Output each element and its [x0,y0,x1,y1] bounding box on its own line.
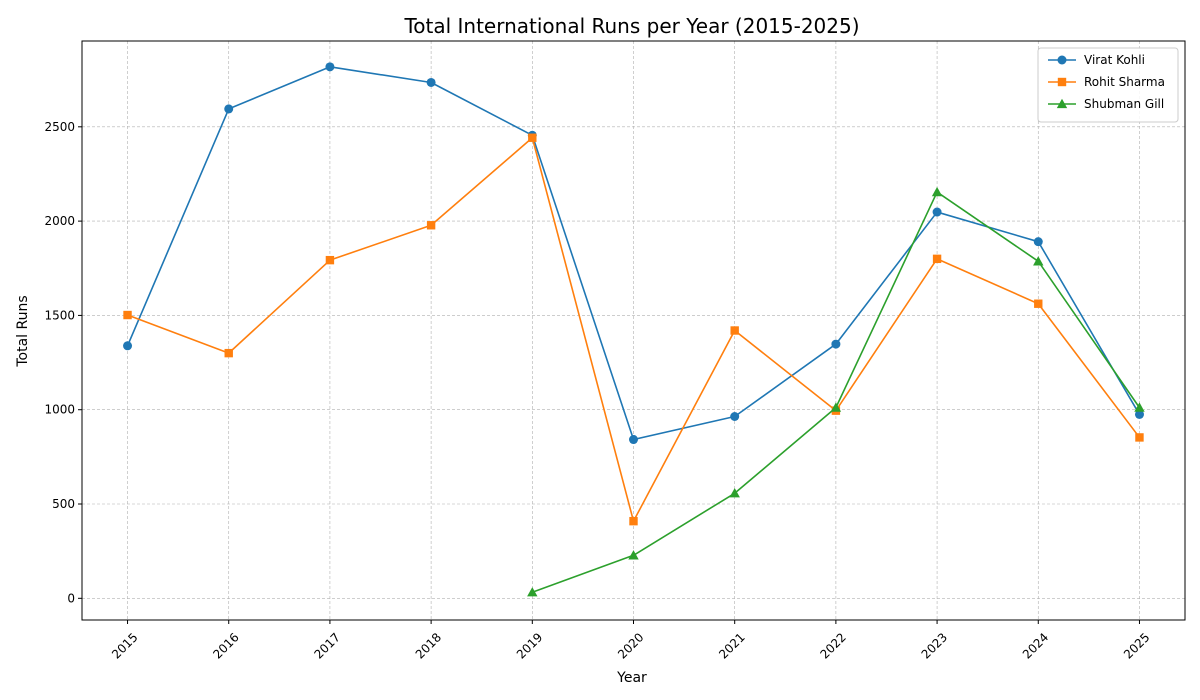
legend-label: Shubman Gill [1084,97,1164,111]
y-tick-label: 0 [67,591,75,605]
x-tick-label: 2017 [311,630,342,661]
data-point-rohit-sharma [629,516,638,526]
data-point-rohit-sharma [426,221,436,230]
data-point-rohit-sharma [730,326,739,335]
x-tick-label: 2015 [109,630,140,661]
data-point-rohit-sharma [528,133,537,142]
data-point-shubman-gill [830,402,842,412]
grid [82,41,1185,620]
data-point-shubman-gill [1134,402,1145,412]
x-tick-label: 2023 [919,630,950,661]
y-tick-label: 2500 [44,120,75,134]
data-point-virat-kohli [123,341,133,351]
y-axis-label: Total Runs [15,295,31,367]
series-virat-kohli [123,62,1144,445]
data-point-shubman-gill [729,488,740,498]
x-tick-label: 2021 [716,630,747,661]
legend-label: Virat Kohli [1084,53,1145,67]
legend-label: Rohit Sharma [1084,75,1165,89]
data-point-virat-kohli [224,104,234,114]
chart-title: Total International Runs per Year (2015-… [403,14,859,38]
series-layer [123,62,1145,597]
legend: Virat Kohli Rohit Sharma Shubman Gill [1037,47,1179,123]
data-point-rohit-sharma [932,254,942,264]
data-point-shubman-gill [527,587,538,597]
x-tick-label: 2019 [514,630,545,661]
data-point-virat-kohli [932,207,942,217]
data-point-virat-kohli [831,339,841,349]
x-axis-label: Year [616,670,647,686]
data-point-virat-kohli [1033,237,1043,247]
data-point-rohit-sharma [325,255,335,265]
data-point-rohit-sharma [123,310,132,320]
x-tick-label: 2018 [413,630,444,661]
x-tick-label: 2025 [1121,630,1152,661]
x-tick-label: 2024 [1020,630,1051,661]
data-point-rohit-sharma [224,348,233,358]
legend-marker [1056,98,1068,109]
y-tick-label: 2000 [44,214,75,228]
data-point-rohit-sharma [1034,299,1043,308]
legend-marker [1057,55,1067,65]
y-tick-label: 1000 [44,403,75,417]
data-point-virat-kohli [426,77,436,87]
data-point-virat-kohli [629,435,638,445]
y-axis: 0 500 1000 1500 2000 2500 [44,120,82,605]
series-shubman-gill [527,186,1145,597]
data-point-virat-kohli [325,62,335,72]
data-point-rohit-sharma [1135,433,1144,442]
x-tick-label: 2022 [817,630,848,661]
y-tick-label: 500 [52,497,75,511]
data-point-virat-kohli [730,412,740,422]
data-point-shubman-gill [628,550,639,560]
x-tick-label: 2016 [210,630,241,661]
x-tick-label: 2020 [615,630,646,661]
data-point-virat-kohli [1134,409,1144,419]
x-axis: 2015 2016 2017 2018 2019 2020 2021 2022 2023 2024… [109,620,1153,662]
y-tick-label: 1500 [44,308,75,322]
data-point-shubman-gill [931,186,943,197]
legend-marker [1057,77,1067,87]
data-point-shubman-gill [1033,256,1044,266]
